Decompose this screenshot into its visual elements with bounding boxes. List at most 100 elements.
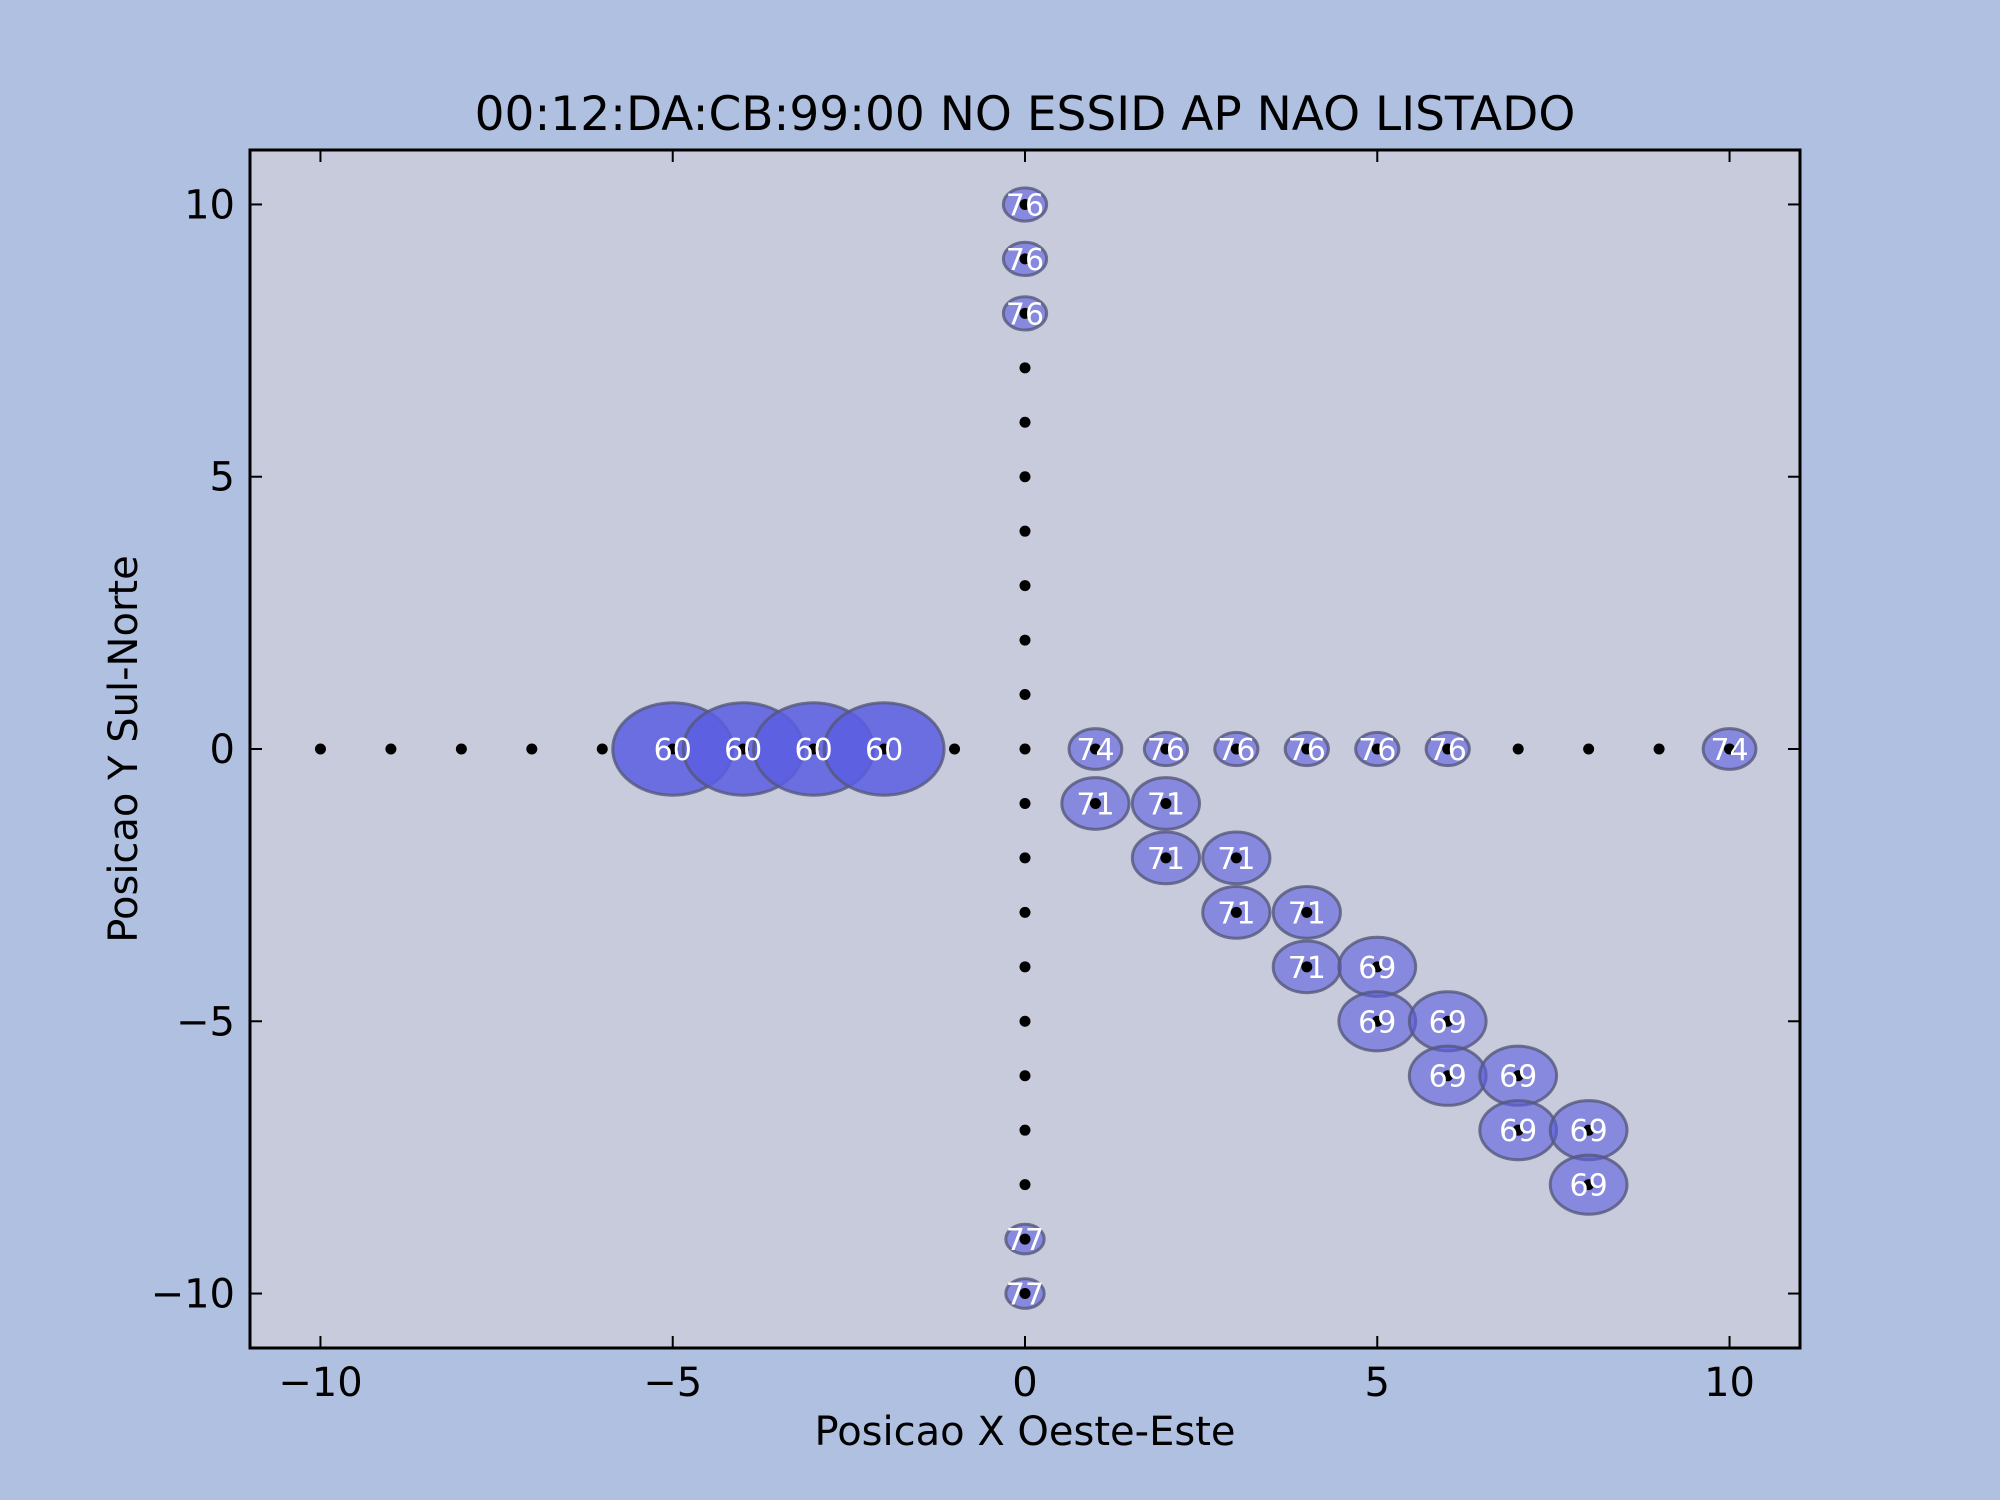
measurement-point	[1583, 743, 1595, 755]
x-tick-label: 5	[1365, 1360, 1390, 1406]
measurement-point	[1301, 906, 1313, 918]
signal-value-label: 76	[1429, 733, 1467, 768]
measurement-point	[1724, 743, 1736, 755]
x-tick-label: −10	[278, 1360, 362, 1406]
signal-value-label: 74	[1076, 733, 1114, 768]
measurement-point	[1371, 743, 1383, 755]
measurement-point	[1019, 307, 1031, 319]
chart-title: 00:12:DA:CB:99:00 NO ESSID AP NAO LISTAD…	[475, 87, 1576, 142]
signal-value-label: 77	[1006, 1223, 1044, 1258]
x-tick-label: 0	[1012, 1360, 1037, 1406]
measurement-point	[1512, 1070, 1524, 1082]
signal-value-label: 71	[1217, 842, 1255, 877]
y-tick-label: 5	[210, 455, 235, 501]
measurement-point	[1301, 743, 1313, 755]
signal-value-label: 76	[1147, 733, 1185, 768]
measurement-point	[878, 743, 890, 755]
measurement-point	[1160, 797, 1172, 809]
signal-value-label: 71	[1147, 787, 1185, 822]
ticks-layer: −10 −5 0 5 10 −10 −5 0 5 10	[151, 150, 1800, 1406]
measurement-point	[1019, 689, 1031, 701]
measurement-point	[1019, 580, 1031, 592]
points-layer	[314, 198, 1736, 1300]
signal-value-label: 74	[1710, 733, 1748, 768]
signal-value-label: 69	[1570, 1114, 1608, 1149]
signal-value-label: 71	[1288, 951, 1326, 986]
measurement-point	[1019, 1179, 1031, 1191]
measurement-point	[1512, 1124, 1524, 1136]
y-tick-label: −5	[176, 999, 235, 1045]
measurement-point	[1019, 1070, 1031, 1082]
signal-value-label: 69	[1358, 951, 1396, 986]
signal-value-label: 71	[1288, 896, 1326, 931]
y-tick-label: 0	[210, 727, 235, 773]
signal-value-label: 71	[1147, 842, 1185, 877]
measurement-point	[1653, 743, 1665, 755]
signal-value-label: 69	[1499, 1060, 1537, 1095]
measurement-point	[1583, 1179, 1595, 1191]
measurement-point	[1089, 743, 1101, 755]
y-tick-label: 10	[184, 182, 235, 228]
measurement-point	[1301, 961, 1313, 973]
measurement-point	[1160, 852, 1172, 864]
measurement-point	[1019, 1233, 1031, 1245]
measurement-point	[596, 743, 608, 755]
measurement-point	[667, 743, 679, 755]
measurement-point	[1019, 253, 1031, 265]
measurement-point	[1371, 961, 1383, 973]
signal-value-label: 60	[724, 733, 762, 768]
signal-value-label: 69	[1358, 1005, 1396, 1040]
y-axis-label: Posicao Y Sul-Norte	[101, 555, 147, 942]
measurement-point	[1019, 1015, 1031, 1027]
signal-value-label: 77	[1006, 1278, 1044, 1313]
measurement-point	[455, 743, 467, 755]
measurement-point	[949, 743, 961, 755]
measurement-point	[1230, 852, 1242, 864]
signal-value-label: 76	[1217, 733, 1255, 768]
measurement-point	[1019, 906, 1031, 918]
measurement-point	[1019, 852, 1031, 864]
signal-value-label: 60	[654, 733, 692, 768]
measurement-point	[1019, 362, 1031, 374]
measurement-point	[526, 743, 538, 755]
x-axis-label: Posicao X Oeste-Este	[815, 1409, 1236, 1455]
signal-value-label: 71	[1217, 896, 1255, 931]
measurement-point	[1019, 1124, 1031, 1136]
measurement-point	[1230, 906, 1242, 918]
measurement-point	[1019, 961, 1031, 973]
signal-value-label: 60	[795, 733, 833, 768]
signal-value-label: 71	[1076, 787, 1114, 822]
measurement-point	[1019, 797, 1031, 809]
measurement-point	[737, 743, 749, 755]
measurement-point	[1512, 743, 1524, 755]
measurement-point	[1230, 743, 1242, 755]
signal-value-label: 76	[1006, 297, 1044, 332]
signal-value-label: 76	[1006, 188, 1044, 223]
measurement-point	[1442, 743, 1454, 755]
bubble-labels-layer: 60 60 60 60 74 76 76 76 76 76 74 76 76 76 77 77 71 71 71 71…	[654, 188, 1749, 1312]
x-tick-label: −5	[643, 1360, 702, 1406]
y-tick-label: −10	[151, 1272, 235, 1318]
measurement-point	[1160, 743, 1172, 755]
measurement-point	[1019, 525, 1031, 537]
measurement-point	[1371, 1015, 1383, 1027]
measurement-point	[314, 743, 326, 755]
measurement-point	[385, 743, 397, 755]
signal-value-label: 76	[1006, 243, 1044, 278]
signal-value-label: 76	[1288, 733, 1326, 768]
measurement-point	[1442, 1070, 1454, 1082]
measurement-point	[1019, 198, 1031, 210]
signal-value-label: 60	[865, 733, 903, 768]
signal-value-label: 69	[1429, 1060, 1467, 1095]
x-tick-label: 10	[1704, 1360, 1755, 1406]
measurement-point	[1442, 1015, 1454, 1027]
measurement-point	[1019, 1288, 1031, 1300]
signal-value-label: 69	[1499, 1114, 1537, 1149]
measurement-point	[1019, 634, 1031, 646]
signal-value-label: 69	[1429, 1005, 1467, 1040]
measurement-point	[1019, 471, 1031, 483]
signal-value-label: 76	[1358, 733, 1396, 768]
measurement-point	[1019, 416, 1031, 428]
